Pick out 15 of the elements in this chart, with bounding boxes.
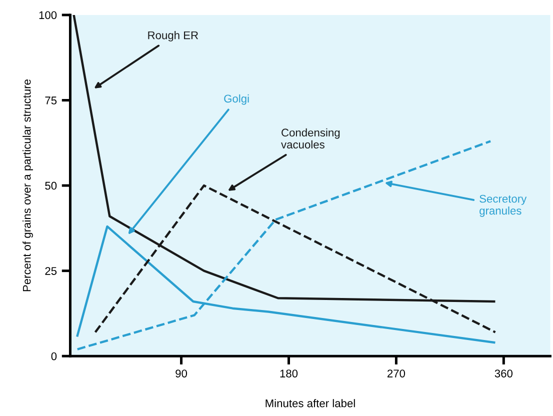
x-tick-label: 90 [176, 370, 188, 378]
x-tick-label: 270 [387, 370, 406, 378]
y-tick-label: 50 [45, 182, 57, 190]
x-axis-title: Minutes after label [266, 399, 355, 408]
y-tick-label: 75 [45, 96, 57, 104]
annotation: Condensing vacuoles [281, 128, 340, 148]
y-tick-label: 0 [51, 352, 57, 360]
y-tick-label: 100 [39, 11, 57, 20]
x-tick-label: 360 [494, 370, 513, 378]
y-tick-label: 25 [45, 267, 57, 275]
annotation: Secretory granules [480, 194, 527, 217]
annotation: Golgi [224, 94, 249, 105]
x-tick-label: 180 [280, 370, 298, 378]
annotation: Rough ER [148, 31, 198, 42]
y-axis-title: Percent of grains over a particular structure [22, 79, 33, 292]
